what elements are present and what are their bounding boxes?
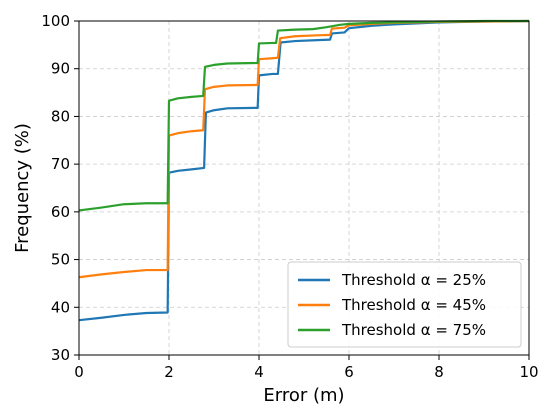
plot-frame <box>78 20 530 356</box>
x-tick-label: 6 <box>344 363 354 381</box>
legend-box <box>287 261 522 348</box>
y-tick-label: 30 <box>51 346 70 364</box>
y-tick-label: 70 <box>51 155 70 173</box>
x-tick-label: 0 <box>74 363 84 381</box>
legend-label: Threshold α = 75% <box>341 321 486 339</box>
legend-label: Threshold α = 45% <box>341 296 486 314</box>
y-tick-label: 60 <box>51 203 70 221</box>
x-tick-label: 2 <box>164 363 174 381</box>
x-tick-label: 8 <box>434 363 444 381</box>
x-axis-label: Error (m) <box>263 385 344 406</box>
y-tick-label: 90 <box>51 60 70 78</box>
y-axis-label: Frequency (%) <box>12 123 33 253</box>
x-tick-label: 10 <box>519 363 538 381</box>
y-tick-label: 80 <box>51 107 70 125</box>
y-axis-ticks: 30 40 50 60 70 80 90 100 <box>41 12 79 364</box>
series-line-2 <box>78 19 530 279</box>
x-axis-ticks: 0 2 4 6 8 10 <box>74 355 539 381</box>
x-tick-label: 4 <box>254 363 264 381</box>
legend-label: Threshold α = 25% <box>341 271 486 289</box>
y-tick-label: 100 <box>41 12 70 30</box>
y-tick-label: 40 <box>51 298 70 316</box>
plot-lines <box>78 19 530 322</box>
legend: Threshold α = 25% Threshold α = 45% Thresh… <box>287 261 522 348</box>
series-line-3 <box>78 19 529 212</box>
y-tick-label: 50 <box>51 251 70 269</box>
